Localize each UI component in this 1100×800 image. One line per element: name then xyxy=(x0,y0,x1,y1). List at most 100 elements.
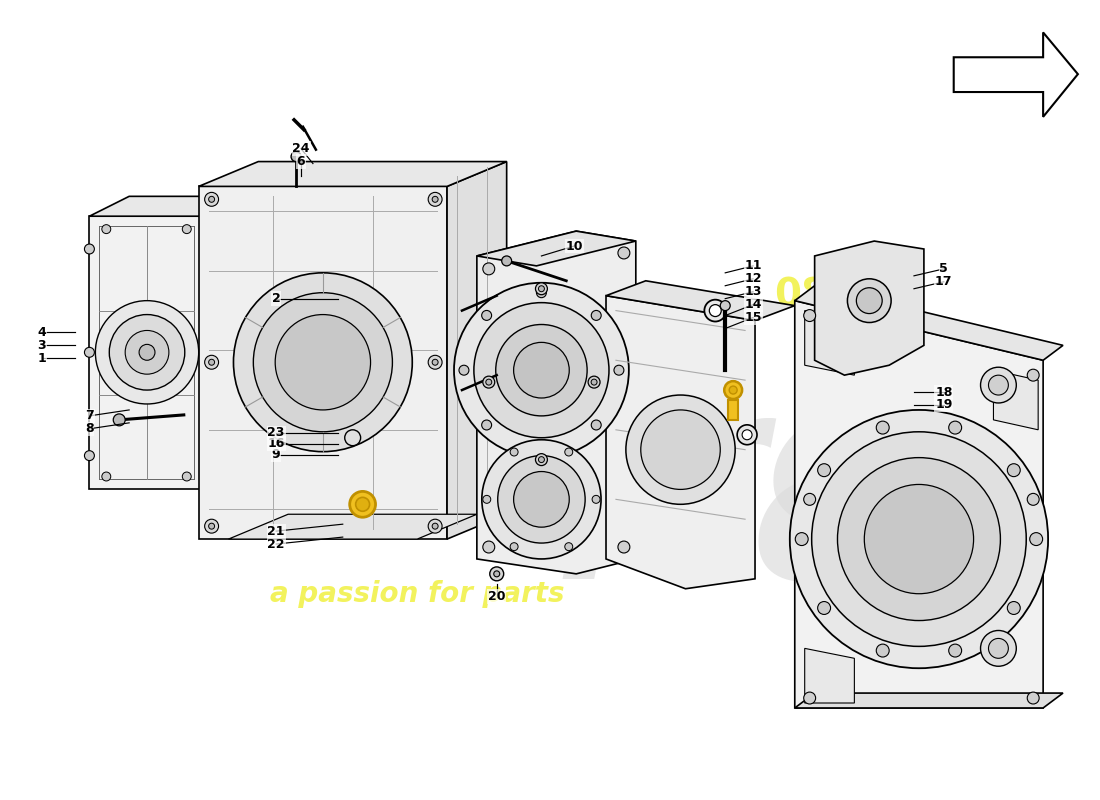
Circle shape xyxy=(877,644,889,657)
Circle shape xyxy=(483,263,495,275)
Circle shape xyxy=(588,376,600,388)
Circle shape xyxy=(536,282,548,294)
Circle shape xyxy=(837,458,1000,621)
Circle shape xyxy=(948,644,961,657)
Polygon shape xyxy=(89,196,243,216)
Polygon shape xyxy=(795,301,1043,708)
Circle shape xyxy=(428,192,442,206)
Circle shape xyxy=(102,472,111,481)
Circle shape xyxy=(592,420,602,430)
Circle shape xyxy=(483,495,491,503)
Circle shape xyxy=(592,310,602,320)
Circle shape xyxy=(804,692,815,704)
Text: 5: 5 xyxy=(939,262,948,275)
Circle shape xyxy=(537,442,547,453)
Circle shape xyxy=(641,410,720,490)
Circle shape xyxy=(109,314,185,390)
Circle shape xyxy=(865,485,974,594)
Text: 11: 11 xyxy=(745,259,762,272)
Circle shape xyxy=(847,278,891,322)
Circle shape xyxy=(1027,692,1040,704)
Polygon shape xyxy=(204,196,243,490)
Circle shape xyxy=(432,359,438,366)
Circle shape xyxy=(729,386,737,394)
Polygon shape xyxy=(795,693,1063,708)
Circle shape xyxy=(537,288,547,298)
Circle shape xyxy=(614,366,624,375)
Circle shape xyxy=(350,491,375,518)
Text: 7: 7 xyxy=(85,410,94,422)
Circle shape xyxy=(618,247,630,259)
Circle shape xyxy=(591,379,597,385)
Circle shape xyxy=(804,494,815,506)
Circle shape xyxy=(704,300,726,322)
Polygon shape xyxy=(805,310,855,375)
Circle shape xyxy=(514,342,569,398)
Circle shape xyxy=(592,495,600,503)
Circle shape xyxy=(989,375,1009,395)
Circle shape xyxy=(1008,464,1020,477)
Circle shape xyxy=(812,432,1026,646)
Circle shape xyxy=(183,225,191,234)
Circle shape xyxy=(209,359,214,366)
Text: 18: 18 xyxy=(935,386,953,398)
Circle shape xyxy=(980,367,1016,403)
Circle shape xyxy=(737,425,757,445)
Circle shape xyxy=(817,602,830,614)
Circle shape xyxy=(536,454,548,466)
Circle shape xyxy=(514,471,569,527)
Text: euro: euro xyxy=(427,382,891,558)
Circle shape xyxy=(233,273,412,452)
Circle shape xyxy=(795,533,808,546)
Circle shape xyxy=(482,310,492,320)
Circle shape xyxy=(113,414,125,426)
Text: 085: 085 xyxy=(774,277,855,314)
Text: 14: 14 xyxy=(745,298,762,311)
Circle shape xyxy=(857,288,882,314)
Circle shape xyxy=(428,519,442,533)
Polygon shape xyxy=(606,281,795,321)
Circle shape xyxy=(710,305,722,317)
Circle shape xyxy=(980,630,1016,666)
Polygon shape xyxy=(477,231,636,266)
Text: 24: 24 xyxy=(293,142,310,155)
Circle shape xyxy=(85,244,95,254)
Circle shape xyxy=(564,542,573,550)
Circle shape xyxy=(1030,533,1043,546)
Polygon shape xyxy=(993,370,1038,430)
Circle shape xyxy=(618,541,630,553)
Text: 20: 20 xyxy=(488,590,506,603)
Circle shape xyxy=(490,567,504,581)
Polygon shape xyxy=(477,231,636,574)
Circle shape xyxy=(292,152,301,162)
Circle shape xyxy=(482,440,601,559)
Circle shape xyxy=(486,379,492,385)
Circle shape xyxy=(483,541,495,553)
Polygon shape xyxy=(89,216,204,490)
Polygon shape xyxy=(229,514,477,539)
Text: 13: 13 xyxy=(745,286,761,298)
Text: 6: 6 xyxy=(297,155,306,168)
Text: 22: 22 xyxy=(267,538,285,550)
Circle shape xyxy=(85,450,95,461)
Circle shape xyxy=(205,355,219,370)
Circle shape xyxy=(989,638,1009,658)
Polygon shape xyxy=(805,648,855,703)
Text: 12: 12 xyxy=(745,272,762,286)
Circle shape xyxy=(253,293,393,432)
Text: 15: 15 xyxy=(745,311,762,324)
Circle shape xyxy=(483,376,495,388)
Polygon shape xyxy=(795,286,1063,360)
Circle shape xyxy=(474,302,609,438)
Text: rces: rces xyxy=(557,441,982,617)
Text: 8: 8 xyxy=(85,422,94,435)
Text: 2: 2 xyxy=(272,292,280,305)
Polygon shape xyxy=(199,186,447,539)
Circle shape xyxy=(355,498,370,511)
Polygon shape xyxy=(728,400,738,420)
Circle shape xyxy=(432,196,438,202)
Circle shape xyxy=(344,430,361,446)
Polygon shape xyxy=(447,162,507,539)
Circle shape xyxy=(724,381,743,399)
Circle shape xyxy=(494,571,499,577)
